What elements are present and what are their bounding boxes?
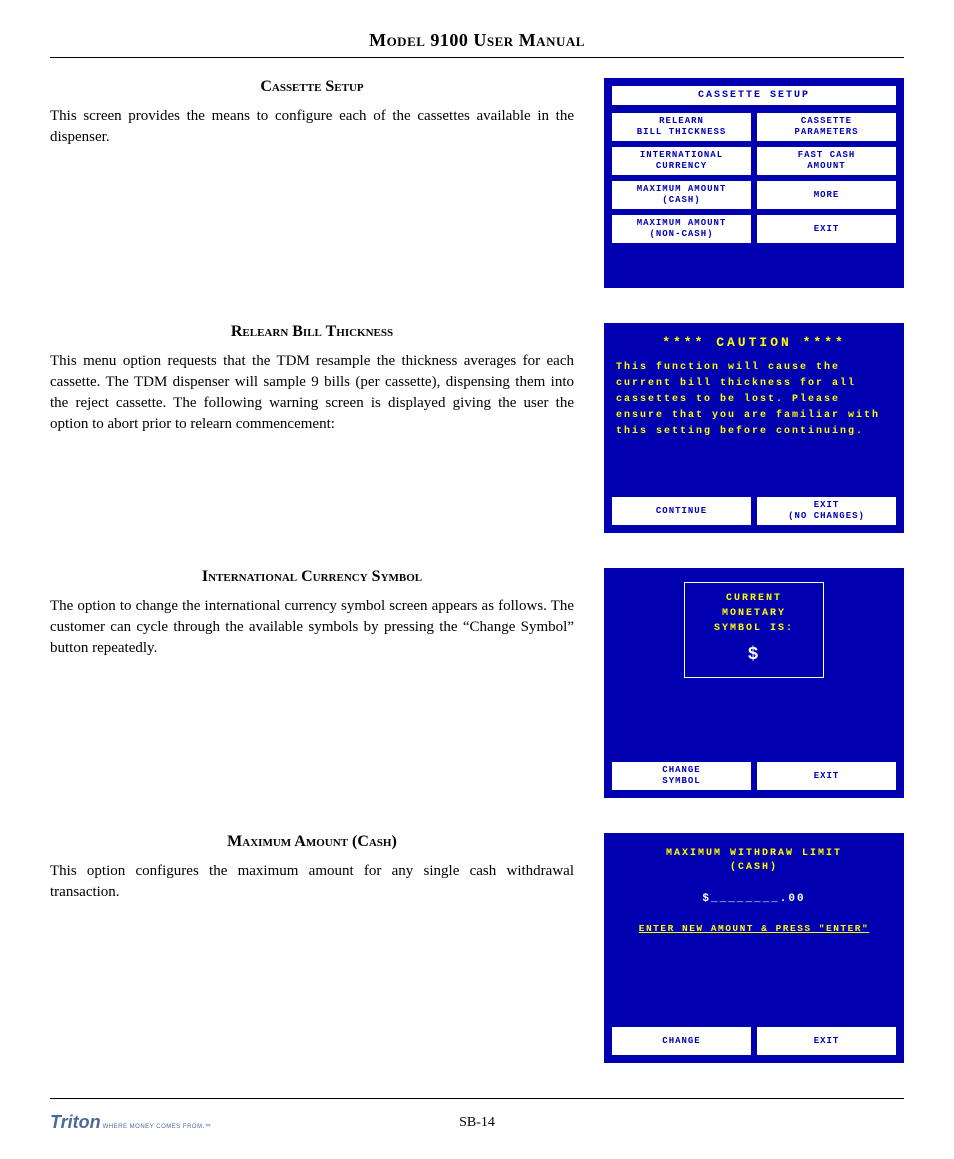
logo-text: Triton <box>50 1112 101 1132</box>
btn-change-symbol[interactable]: CHANGE SYMBOL <box>612 762 751 790</box>
section-currency: International Currency Symbol The option… <box>50 568 904 798</box>
currency-box-label: CURRENT MONETARY SYMBOL IS: <box>691 591 817 636</box>
text-column: Cassette Setup This screen provides the … <box>50 78 574 148</box>
enter-prompt: ENTER NEW AMOUNT & PRESS "ENTER" <box>612 923 896 934</box>
page-header: Model 9100 User Manual <box>50 30 904 58</box>
caution-body: This function will cause the current bil… <box>612 360 896 497</box>
currency-symbol: $ <box>691 642 817 669</box>
section-cassette-setup: Cassette Setup This screen provides the … <box>50 78 904 288</box>
body-max-cash: This option configures the maximum amoun… <box>50 861 574 903</box>
btn-fast-cash-amount[interactable]: FAST CASH AMOUNT <box>757 147 896 175</box>
heading-cassette-setup: Cassette Setup <box>50 78 574 96</box>
btn-change[interactable]: CHANGE <box>612 1027 751 1055</box>
atm-screen-cassette-setup: CASSETTE SETUP RELEARN BILL THICKNESS CA… <box>604 78 904 288</box>
atm-bottom-row: CONTINUE EXIT (NO CHANGES) <box>612 497 896 525</box>
page-footer: TritonWHERE MONEY COMES FROM.™ SB-14 <box>50 1098 904 1138</box>
atm-screen-currency: CURRENT MONETARY SYMBOL IS: $ CHANGE SYM… <box>604 568 904 798</box>
atm-bottom-row: CHANGE EXIT <box>612 1027 896 1055</box>
btn-cassette-parameters[interactable]: CASSETTE PARAMETERS <box>757 113 896 141</box>
atm-title: CASSETTE SETUP <box>612 86 896 105</box>
logo-tagline: WHERE MONEY COMES FROM.™ <box>103 1124 212 1130</box>
btn-exit[interactable]: EXIT <box>757 215 896 243</box>
atm-screen-caution: **** CAUTION **** This function will cau… <box>604 323 904 533</box>
footer-logo: TritonWHERE MONEY COMES FROM.™ <box>50 1112 211 1133</box>
btn-maximum-amount-noncash[interactable]: MAXIMUM AMOUNT (NON-CASH) <box>612 215 751 243</box>
currency-box: CURRENT MONETARY SYMBOL IS: $ <box>684 582 824 678</box>
page-number: SB-14 <box>459 1115 495 1131</box>
max-cash-title: MAXIMUM WITHDRAW LIMIT (CASH) <box>612 847 896 875</box>
section-max-cash: Maximum Amount (Cash) This option config… <box>50 833 904 1063</box>
body-currency: The option to change the international c… <box>50 596 574 659</box>
text-column: International Currency Symbol The option… <box>50 568 574 659</box>
atm-screen-max-cash: MAXIMUM WITHDRAW LIMIT (CASH) $________.… <box>604 833 904 1063</box>
btn-international-currency[interactable]: INTERNATIONAL CURRENCY <box>612 147 751 175</box>
btn-relearn-bill-thickness[interactable]: RELEARN BILL THICKNESS <box>612 113 751 141</box>
btn-exit-no-changes[interactable]: EXIT (NO CHANGES) <box>757 497 896 525</box>
heading-relearn: Relearn Bill Thickness <box>50 323 574 341</box>
caution-title: **** CAUTION **** <box>612 335 896 350</box>
section-relearn: Relearn Bill Thickness This menu option … <box>50 323 904 533</box>
heading-currency: International Currency Symbol <box>50 568 574 586</box>
btn-more[interactable]: MORE <box>757 181 896 209</box>
btn-continue[interactable]: CONTINUE <box>612 497 751 525</box>
btn-exit[interactable]: EXIT <box>757 1027 896 1055</box>
text-column: Maximum Amount (Cash) This option config… <box>50 833 574 903</box>
btn-maximum-amount-cash[interactable]: MAXIMUM AMOUNT (CASH) <box>612 181 751 209</box>
atm-button-grid: RELEARN BILL THICKNESS CASSETTE PARAMETE… <box>612 113 896 243</box>
body-relearn: This menu option requests that the TDM r… <box>50 351 574 435</box>
heading-max-cash: Maximum Amount (Cash) <box>50 833 574 851</box>
atm-bottom-row: CHANGE SYMBOL EXIT <box>612 762 896 790</box>
btn-exit[interactable]: EXIT <box>757 762 896 790</box>
body-cassette-setup: This screen provides the means to config… <box>50 106 574 148</box>
text-column: Relearn Bill Thickness This menu option … <box>50 323 574 435</box>
amount-input-line[interactable]: $________.00 <box>612 893 896 905</box>
